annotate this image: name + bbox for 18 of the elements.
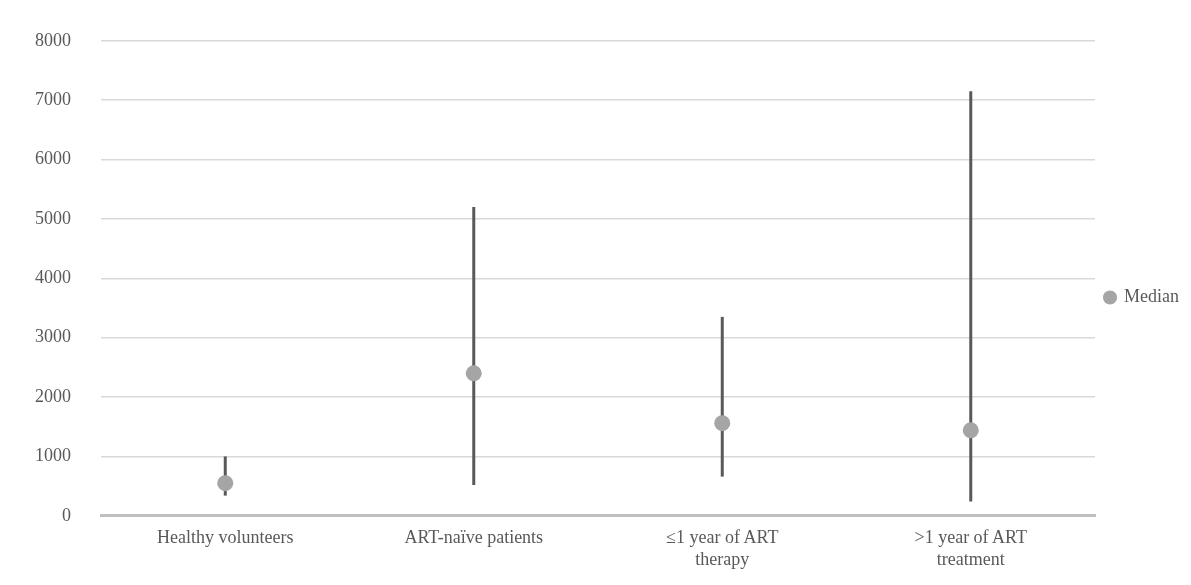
- point: [217, 475, 234, 492]
- x-tick-label: ART-naïve patients: [404, 527, 544, 548]
- y-tick-label: 6000: [35, 148, 71, 169]
- x-tick-label: >1 year of ART treatment: [914, 527, 1028, 569]
- y-tick-label: 3000: [35, 326, 71, 347]
- y-tick-label: 1000: [35, 445, 71, 466]
- x-tick-label: ≤1 year of ART therapy: [666, 527, 779, 569]
- legend-label: Median: [1124, 286, 1179, 307]
- y-tick-label: 5000: [35, 207, 71, 228]
- y-tick-label: 2000: [35, 385, 71, 406]
- point: [714, 415, 731, 432]
- y-tick-label: 8000: [35, 29, 71, 50]
- y-tick-label: 4000: [35, 267, 71, 288]
- point: [962, 422, 979, 439]
- x-tick-label: Healthy volunteers: [157, 527, 294, 548]
- y-tick-label: 7000: [35, 88, 71, 109]
- y-tick-label: 0: [62, 504, 71, 525]
- point: [465, 365, 482, 382]
